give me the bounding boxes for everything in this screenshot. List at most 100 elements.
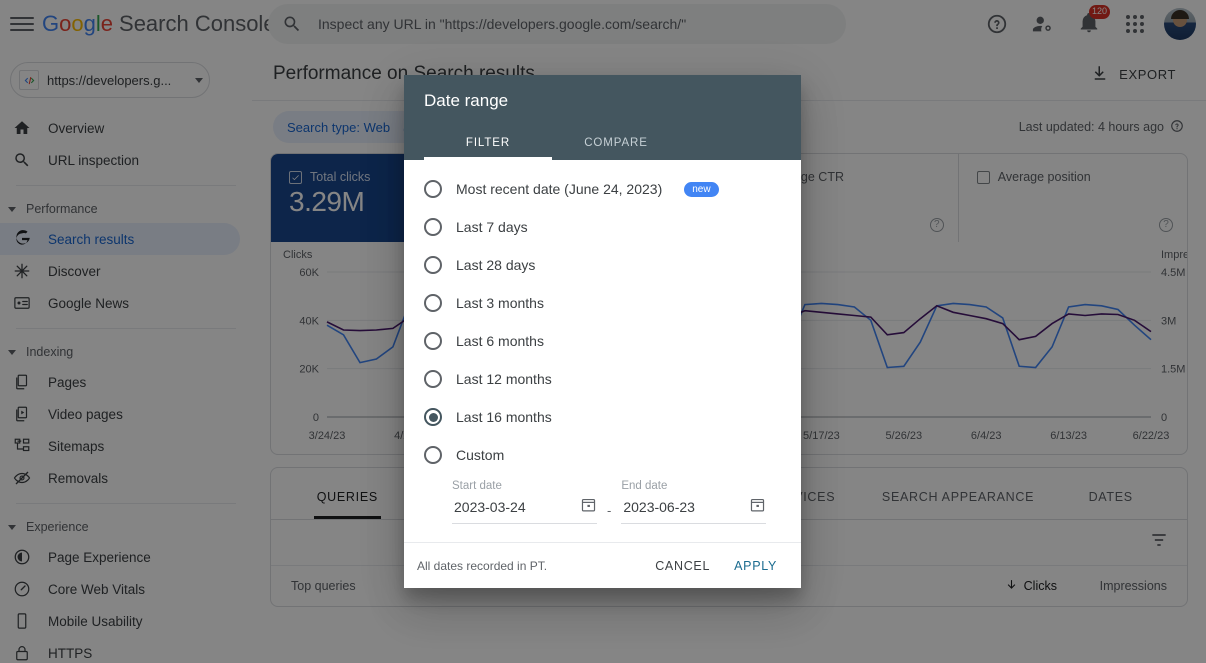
sidebar-item-sitemaps[interactable]: Sitemaps [0,430,240,462]
sidebar-item-google-news[interactable]: Google News [0,287,240,319]
sidebar-item-pages[interactable]: Pages [0,366,240,398]
export-label: EXPORT [1119,66,1176,82]
column-header-impressions[interactable]: Impressions [1099,579,1167,593]
top-bar-actions: 120 [980,0,1196,48]
radio-icon[interactable] [424,294,442,312]
discover-asterisk-icon [12,261,32,281]
sidebar-section-indexing[interactable]: Indexing [0,338,252,366]
sidebar-item-core-web-vitals[interactable]: Core Web Vitals [0,573,240,605]
sidebar-item-https[interactable]: HTTPS [0,637,240,663]
dialog-tab-compare[interactable]: COMPARE [584,137,648,149]
sidebar-item-discover[interactable]: Discover [0,255,240,287]
radio-icon[interactable] [424,218,442,236]
checkbox-icon[interactable] [289,170,302,184]
column-header-top-queries[interactable]: Top queries [291,579,356,593]
apps-grid-icon[interactable] [1118,7,1152,41]
sidebar-item-label: Google News [48,295,130,311]
eye-off-icon [12,468,32,488]
sidebar-item-label: Page Experience [48,549,151,565]
radio-option-last-28-days[interactable]: Last 28 days [404,246,801,284]
sidebar-item-label: Search results [48,231,135,247]
table-header-row: Top queries Clicks Impressions [271,566,1187,606]
start-date-field[interactable]: Start date [452,480,597,524]
sidebar-item-removals[interactable]: Removals [0,462,240,494]
radio-option-last-3-months[interactable]: Last 3 months [404,284,801,322]
top-bar: Google Search Console 120 [0,0,1206,48]
new-badge: new [684,181,719,197]
person-gear-icon[interactable] [1026,7,1060,41]
sidebar-item-video-pages[interactable]: Video pages [0,398,240,430]
tab-dates[interactable]: DATES [1088,490,1133,504]
radio-icon[interactable] [424,446,442,464]
news-card-icon [12,293,32,313]
radio-option-last-6-months[interactable]: Last 6 months [404,322,801,360]
export-button[interactable]: EXPORT [1083,58,1184,91]
cancel-button[interactable]: CANCEL [655,558,711,573]
calendar-icon[interactable] [580,496,597,518]
radio-option-last-16-months[interactable]: Last 16 months [404,398,801,436]
url-inspection-search-box[interactable] [268,4,846,44]
search-icon [12,150,32,170]
sidebar-section-experience[interactable]: Experience [0,513,252,541]
svg-text:3M: 3M [1161,315,1176,327]
column-header-clicks[interactable]: Clicks [947,578,1057,594]
svg-text:20K: 20K [299,364,319,376]
search-input[interactable] [316,15,816,33]
end-date-input[interactable] [621,498,722,516]
product-name: Search Console [119,11,276,36]
sidebar-section-performance[interactable]: Performance [0,195,252,223]
help-circle-icon[interactable]: ? [929,218,944,232]
notifications-icon[interactable]: 120 [1072,5,1110,41]
sidebar-item-overview[interactable]: Overview [0,112,240,144]
filter-icon[interactable] [1149,530,1169,555]
google-g-icon [12,229,32,249]
radio-icon[interactable] [424,256,442,274]
tab-queries[interactable]: QUERIES [271,490,424,519]
sidebar-item-label: HTTPS [48,645,93,661]
sidebar-section-label: Performance [26,202,98,216]
metric-label-wrap: Total clicks [289,170,481,184]
dialog-footer: All dates recorded in PT. CANCEL APPLY [404,542,801,588]
start-date-input-wrap[interactable] [452,496,597,524]
logo-letter-e: e [100,11,114,36]
chevron-down-icon [8,349,16,355]
apply-button[interactable]: APPLY [734,558,777,573]
svg-text:0: 0 [313,412,319,424]
radio-option-most-recent-date[interactable]: Most recent date (June 24, 2023) new [404,170,801,208]
radio-label: Last 28 days [456,257,536,273]
dialog-body: Most recent date (June 24, 2023) new Las… [404,160,801,542]
calendar-icon[interactable] [749,496,766,518]
sidebar-item-mobile-usability[interactable]: Mobile Usability [0,605,240,637]
radio-icon[interactable] [424,332,442,350]
radio-icon[interactable] [424,370,442,388]
sidebar-item-search-results[interactable]: Search results [0,223,240,255]
logo-letter-o1: o [59,11,72,36]
metric-average-position[interactable]: Average position ? [959,154,1187,242]
end-date-input-wrap[interactable] [621,496,767,524]
radio-icon[interactable] [424,180,442,198]
property-selector[interactable]: https://developers.g... [10,62,210,98]
dialog-tab-filter[interactable]: FILTER [424,125,552,160]
radio-option-last-12-months[interactable]: Last 12 months [404,360,801,398]
search-type-label: Search type: Web [287,119,391,135]
sidebar-item-label: Core Web Vitals [48,581,146,597]
logo-letter-o2: o [71,11,84,36]
dialog-title: Date range [424,91,509,110]
help-circle-icon[interactable]: ? [1159,218,1173,232]
radio-option-last-7-days[interactable]: Last 7 days [404,208,801,246]
radio-option-custom[interactable]: Custom [404,436,801,474]
radio-label: Last 3 months [456,295,544,311]
checkbox-icon[interactable] [976,170,990,184]
date-range-dialog: Date range FILTER COMPARE Most recent da… [404,75,801,588]
end-date-field[interactable]: End date [621,480,767,524]
hamburger-icon[interactable] [10,12,34,36]
start-date-input[interactable] [452,498,552,516]
sidebar-item-page-experience[interactable]: Page Experience [0,541,240,573]
radio-icon[interactable] [424,408,442,426]
avatar[interactable] [1164,8,1196,40]
tab-search-appearance[interactable]: SEARCH APPEARANCE [881,490,1035,504]
search-icon [282,14,302,34]
sidebar-item-url-inspection[interactable]: URL inspection [0,144,240,176]
